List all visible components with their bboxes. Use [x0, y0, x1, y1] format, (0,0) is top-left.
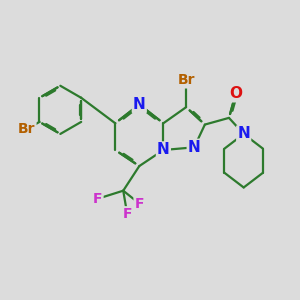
Text: F: F — [134, 196, 144, 211]
Text: Br: Br — [18, 122, 35, 136]
Text: F: F — [122, 207, 132, 221]
Text: F: F — [93, 192, 103, 206]
Text: N: N — [237, 126, 250, 141]
Text: N: N — [188, 140, 200, 155]
Text: N: N — [133, 97, 146, 112]
Text: Br: Br — [177, 74, 195, 87]
Text: O: O — [229, 86, 242, 101]
Text: N: N — [157, 142, 170, 158]
